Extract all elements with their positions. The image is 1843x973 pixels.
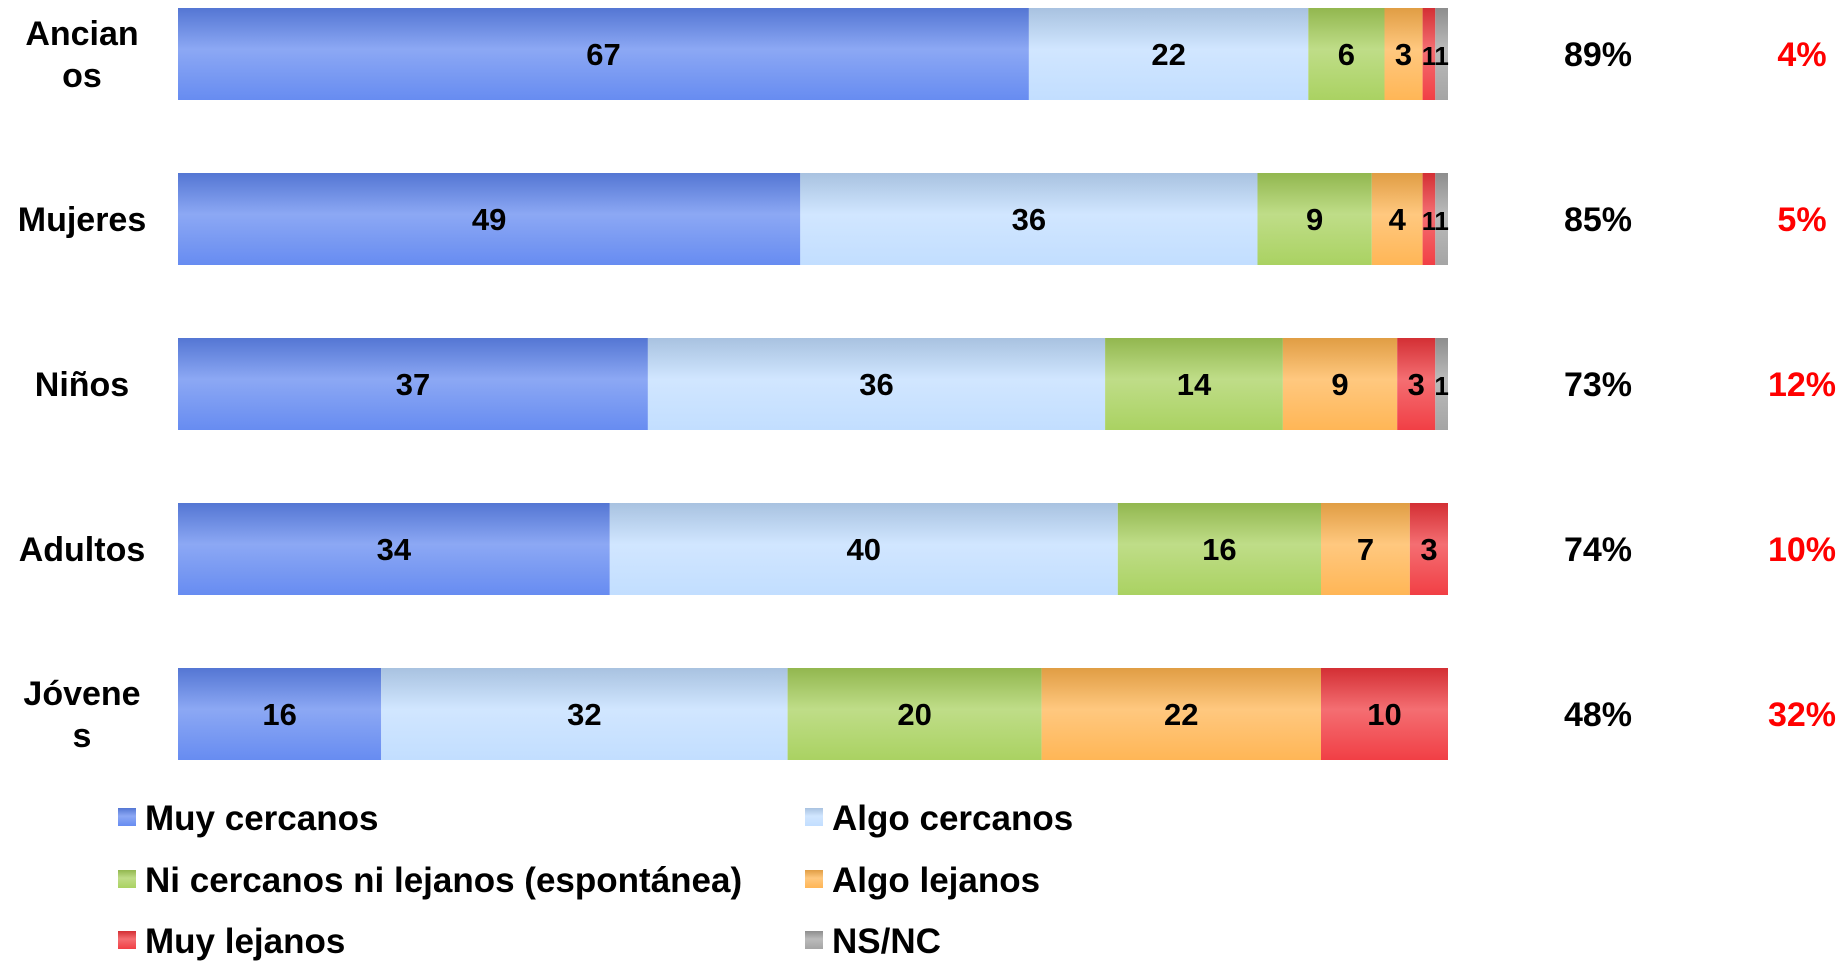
bar-segment: [1409, 503, 1448, 595]
bar-segment: [1308, 8, 1385, 100]
bar-segment: [178, 173, 801, 265]
close-total-label: 48%: [1564, 696, 1632, 734]
legend-label: Algo cercanos: [832, 799, 1073, 838]
legend-swatch: [118, 808, 136, 826]
data-label: 40: [847, 532, 881, 567]
bar-segment: [1435, 173, 1448, 265]
legend-swatch: [805, 870, 823, 888]
bar-segment: [609, 503, 1118, 595]
bar-segment: [1384, 8, 1423, 100]
data-label: 1: [1434, 371, 1448, 401]
bar-segment: [178, 338, 648, 430]
data-label: 6: [1338, 37, 1355, 72]
data-label: 7: [1357, 532, 1374, 567]
data-label: 37: [396, 367, 430, 402]
data-label: 1: [1422, 206, 1436, 236]
bar-segment: [381, 668, 788, 760]
far-total-label: 4%: [1777, 36, 1826, 74]
close-total-label: 73%: [1564, 366, 1632, 404]
far-total-label: 32%: [1768, 696, 1836, 734]
data-label: 3: [1408, 367, 1425, 402]
bar-segment: [1105, 338, 1283, 430]
bar-segment: [800, 173, 1258, 265]
bar-segment: [1371, 173, 1423, 265]
bar-segment: [178, 8, 1029, 100]
data-label: 32: [567, 697, 601, 732]
data-label: 10: [1367, 697, 1401, 732]
legend-swatch: [118, 931, 136, 949]
legend-label: Muy cercanos: [145, 799, 378, 838]
legend-swatch: [118, 870, 136, 888]
bars-group: [178, 8, 1448, 760]
bar-segment: [1397, 338, 1436, 430]
data-label: 3: [1395, 37, 1412, 72]
legend-swatch: [805, 931, 823, 949]
close-total-label: 89%: [1564, 36, 1632, 74]
data-label: 1: [1434, 41, 1448, 71]
bar-segment: [178, 503, 610, 595]
bar-segment: [1041, 668, 1321, 760]
data-label: 1: [1434, 206, 1448, 236]
category-label: Jóvene: [23, 675, 140, 713]
data-label: 36: [1012, 202, 1046, 237]
data-label: 36: [859, 367, 893, 402]
bar-segment: [1321, 668, 1448, 760]
data-label: 20: [897, 697, 931, 732]
legend: Muy cercanos Algo cercanos Ni cercanos ni …: [118, 799, 1073, 961]
category-label: s: [73, 717, 92, 755]
data-label: 9: [1331, 367, 1348, 402]
bar-segment: [1257, 173, 1372, 265]
data-label: 49: [472, 202, 506, 237]
category-label: Adultos: [19, 531, 146, 569]
data-label: 67: [586, 37, 620, 72]
category-label: Ancian: [25, 15, 138, 53]
legend-label: Ni cercanos ni lejanos (espontánea): [145, 861, 742, 900]
bar-segment: [787, 668, 1042, 760]
far-total-label: 12%: [1768, 366, 1836, 404]
data-label: 1: [1422, 41, 1436, 71]
bar-segment: [1435, 8, 1448, 100]
legend-label: Algo lejanos: [832, 861, 1040, 900]
data-label: 16: [262, 697, 296, 732]
category-label: Mujeres: [18, 201, 147, 239]
bar-segment: [1117, 503, 1321, 595]
data-label: 3: [1420, 532, 1437, 567]
data-label: 22: [1164, 697, 1198, 732]
legend-label: NS/NC: [832, 922, 941, 961]
close-total-label: 85%: [1564, 201, 1632, 239]
bar-segment: [1321, 503, 1410, 595]
data-label: 9: [1306, 202, 1323, 237]
close-total-label: 74%: [1564, 531, 1632, 569]
bar-segment: [1422, 173, 1436, 265]
data-label: 34: [377, 532, 412, 567]
data-label: 14: [1177, 367, 1212, 402]
category-label: Niños: [35, 366, 129, 404]
data-label: 4: [1389, 202, 1407, 237]
data-label: 16: [1202, 532, 1236, 567]
legend-label: Muy lejanos: [145, 922, 345, 961]
bar-segment: [178, 668, 382, 760]
category-label: os: [62, 57, 102, 95]
bar-segment: [1028, 8, 1309, 100]
bar-segment: [647, 338, 1106, 430]
bar-segment: [1422, 8, 1436, 100]
far-total-label: 5%: [1777, 201, 1826, 239]
far-total-label: 10%: [1768, 531, 1836, 569]
data-label: 22: [1151, 37, 1185, 72]
legend-swatch: [805, 808, 823, 826]
bar-segment: [1435, 338, 1448, 430]
bar-segment: [1282, 338, 1398, 430]
